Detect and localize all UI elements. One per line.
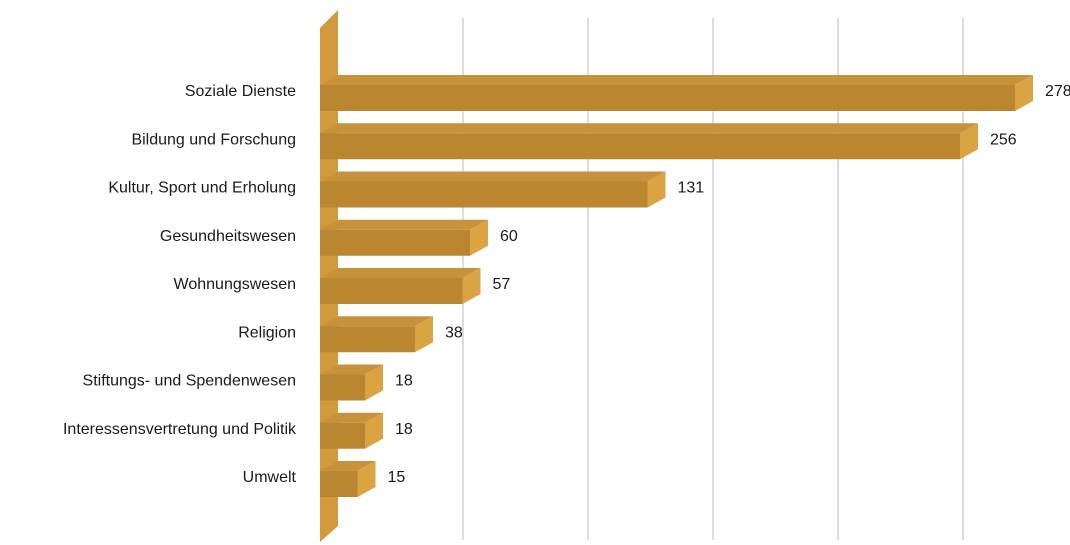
value-label: 15 — [388, 469, 406, 486]
bar — [320, 364, 383, 401]
bar-front-face — [320, 326, 415, 353]
bar-front-face — [320, 374, 365, 401]
bar-side-face — [960, 123, 978, 160]
bar-front-face — [320, 133, 960, 160]
bar — [320, 171, 666, 208]
bar — [320, 75, 1033, 111]
value-label: 38 — [445, 324, 463, 341]
value-label: 57 — [493, 276, 511, 293]
value-label: 256 — [990, 131, 1017, 148]
bar — [320, 412, 383, 449]
bar-top-face — [320, 364, 383, 375]
category-label: Interessensvertretung und Politik — [63, 421, 297, 438]
bar-side-face — [365, 364, 383, 401]
category-label: Wohnungswesen — [174, 276, 296, 293]
bar-top-face — [320, 461, 376, 471]
value-labels: 278 256 131 60 57 38 18 18 15 — [388, 83, 1070, 486]
bar — [320, 219, 488, 256]
bar — [320, 316, 433, 353]
bar — [320, 123, 978, 160]
bar-top-face — [320, 123, 978, 134]
bar-side-face — [365, 412, 383, 449]
value-label: 131 — [678, 180, 705, 197]
category-label: Religion — [238, 324, 296, 341]
bar-side-face — [415, 316, 433, 353]
bar-front-face — [320, 229, 470, 256]
bar-side-face — [1015, 75, 1033, 111]
bar-top-face — [320, 268, 481, 278]
category-label: Stiftungs- und Spendenwesen — [83, 373, 296, 390]
category-labels: Soziale Dienste Bildung und Forschung Kult… — [63, 83, 297, 486]
bar-front-face — [320, 422, 365, 449]
value-label: 18 — [395, 373, 413, 390]
bar-top-face — [320, 412, 383, 423]
value-label: 278 — [1045, 83, 1070, 100]
bar-top-face — [320, 171, 666, 182]
bar-side-face — [357, 461, 376, 497]
bar — [320, 268, 481, 304]
bar-front-face — [320, 471, 358, 497]
bar-top-face — [320, 316, 433, 327]
bar-top-face — [320, 219, 488, 230]
value-label: 60 — [500, 228, 518, 245]
category-label: Kultur, Sport und Erholung — [108, 180, 296, 197]
bar-front-face — [320, 181, 648, 208]
bars — [320, 75, 1033, 497]
bar — [320, 461, 376, 497]
category-label: Bildung und Forschung — [131, 131, 296, 148]
bar-side-face — [470, 219, 488, 256]
bar-side-face — [462, 268, 481, 304]
bar-front-face — [320, 85, 1015, 111]
category-label: Umwelt — [243, 469, 297, 486]
bar-front-face — [320, 278, 463, 304]
value-label: 18 — [395, 421, 413, 438]
bar-top-face — [320, 75, 1033, 85]
bar-side-face — [647, 171, 666, 208]
category-label: Gesundheitswesen — [160, 228, 296, 245]
category-label: Soziale Dienste — [185, 83, 296, 100]
